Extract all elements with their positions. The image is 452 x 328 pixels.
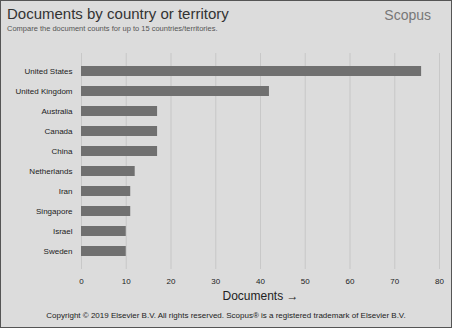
svg-text:United States: United States bbox=[24, 67, 72, 76]
svg-text:50: 50 bbox=[301, 277, 310, 286]
svg-text:China: China bbox=[52, 147, 73, 156]
svg-text:Canada: Canada bbox=[44, 127, 73, 136]
svg-text:20: 20 bbox=[167, 277, 176, 286]
svg-text:0: 0 bbox=[79, 277, 84, 286]
svg-text:40: 40 bbox=[256, 277, 265, 286]
svg-text:80: 80 bbox=[435, 277, 444, 286]
html-text:Documents by country or territ: Documents by country or territory bbox=[7, 5, 229, 22]
svg-text:60: 60 bbox=[346, 277, 355, 286]
svg-text:70: 70 bbox=[390, 277, 399, 286]
html-text:Copyright © 2019 Elsevier B.V.: Copyright © 2019 Elsevier B.V. All right… bbox=[46, 311, 406, 320]
svg-text:United Kingdom: United Kingdom bbox=[16, 87, 73, 96]
svg-text:Israel: Israel bbox=[53, 227, 73, 236]
svg-text:10: 10 bbox=[122, 277, 131, 286]
svg-text:Iran: Iran bbox=[59, 187, 73, 196]
html-text:Scopus: Scopus bbox=[384, 7, 431, 23]
svg-text:Sweden: Sweden bbox=[44, 247, 73, 256]
html-text:Compare the document counts fo: Compare the document counts for up to 15… bbox=[7, 24, 218, 33]
svg-text:Australia: Australia bbox=[41, 107, 73, 116]
svg-text:Netherlands: Netherlands bbox=[29, 167, 72, 176]
svg-text:Documents →: Documents → bbox=[222, 289, 298, 303]
svg-text:30: 30 bbox=[211, 277, 220, 286]
svg-text:Singapore: Singapore bbox=[36, 207, 73, 216]
